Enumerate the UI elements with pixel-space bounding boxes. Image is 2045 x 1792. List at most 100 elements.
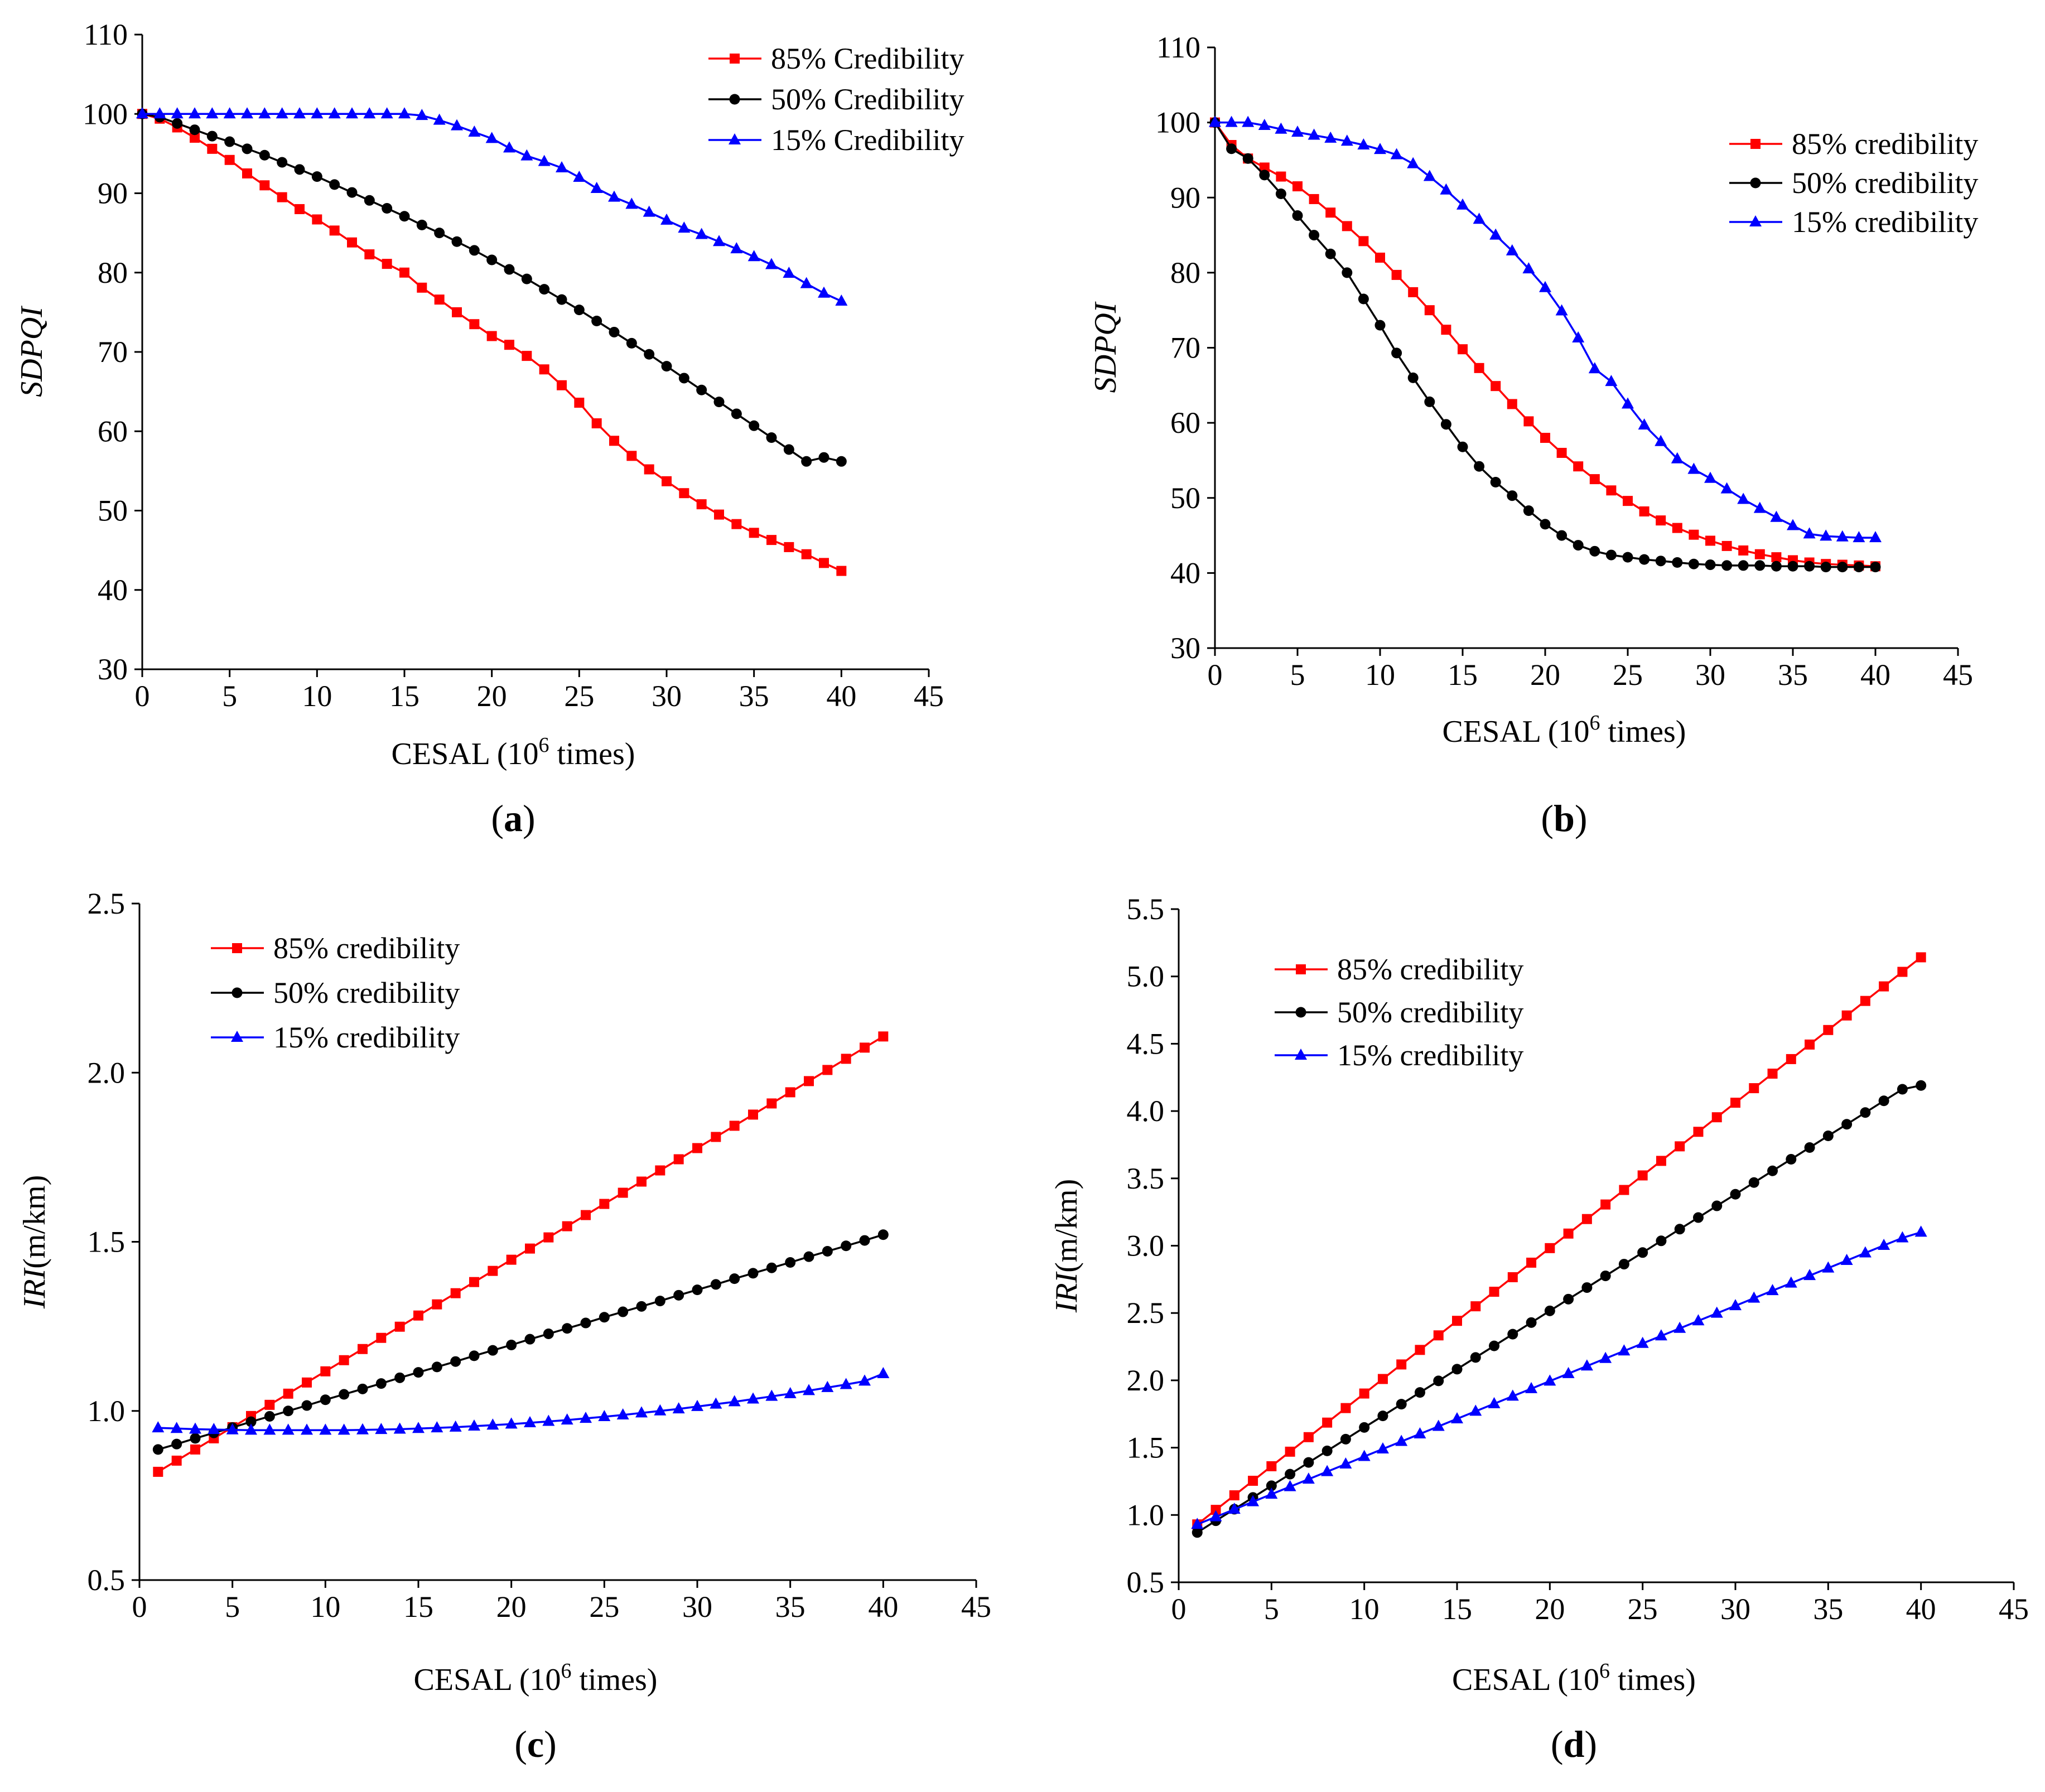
data-point (1671, 452, 1684, 463)
data-point (539, 284, 550, 295)
data-point (152, 1421, 165, 1433)
data-point (1822, 1261, 1835, 1273)
x-tick-label: 5 (1264, 1592, 1279, 1626)
data-point (1639, 554, 1650, 565)
data-point (302, 1377, 312, 1388)
data-point (295, 204, 305, 214)
data-point (573, 305, 585, 316)
y-tick-label: 60 (1170, 406, 1200, 439)
data-point (1836, 530, 1849, 542)
data-point (1638, 418, 1651, 430)
data-point (783, 267, 795, 278)
data-point (503, 141, 515, 153)
data-point (785, 1087, 795, 1098)
data-point (451, 119, 463, 131)
data-point (1600, 1271, 1611, 1282)
data-point (504, 264, 515, 275)
data-point (1600, 1199, 1611, 1210)
data-point (1767, 1068, 1778, 1079)
data-point (1247, 1495, 1260, 1506)
data-point (1556, 447, 1567, 458)
data-point (263, 1423, 276, 1435)
data-point (1396, 1399, 1407, 1410)
y-tick-label: 1.5 (1127, 1431, 1165, 1465)
data-point (635, 1406, 648, 1418)
data-point (328, 107, 341, 119)
data-point (1869, 531, 1882, 543)
data-point (469, 245, 480, 256)
data-point (259, 149, 270, 161)
data-point (375, 1423, 388, 1434)
data-point (380, 107, 393, 119)
data-point (364, 195, 375, 206)
data-point (1916, 1080, 1927, 1091)
data-point (1374, 320, 1386, 331)
data-point (1458, 344, 1468, 355)
data-point (673, 1154, 684, 1165)
data-point (259, 180, 270, 191)
data-point (363, 107, 376, 119)
data-point (841, 1240, 852, 1252)
data-point (1395, 1434, 1408, 1446)
data-point (1720, 482, 1733, 494)
data-point (189, 124, 200, 136)
y-tick-label: 0.5 (1127, 1566, 1165, 1599)
x-tick-label: 20 (1535, 1592, 1565, 1626)
data-point (1721, 540, 1732, 551)
data-point (616, 1408, 629, 1420)
data-point (1896, 1231, 1909, 1243)
data-point (711, 1132, 721, 1142)
data-point (1853, 562, 1864, 573)
data-point (696, 499, 707, 510)
data-point (172, 118, 183, 129)
data-point (450, 1288, 461, 1298)
data-point (1704, 471, 1716, 483)
data-point (1489, 1287, 1499, 1297)
data-point (1457, 441, 1468, 452)
data-point (1451, 1412, 1463, 1423)
data-point (170, 1422, 183, 1433)
data-point (766, 535, 776, 545)
legend-marker (231, 987, 243, 998)
data-point (784, 542, 794, 552)
data-point (1711, 1112, 1722, 1123)
data-point (190, 132, 200, 143)
y-axis-label: IRI(m/km) (17, 1175, 52, 1310)
data-point (803, 1251, 814, 1262)
x-tick-label: 0 (1171, 1592, 1187, 1626)
data-point (283, 1388, 293, 1399)
data-point (818, 452, 829, 463)
data-point (1803, 527, 1816, 539)
data-point (524, 1416, 536, 1427)
data-point (1441, 325, 1451, 335)
data-point (1209, 115, 1221, 127)
data-point (416, 109, 428, 120)
data-point (1637, 1170, 1648, 1181)
data-point (1738, 560, 1749, 571)
data-point (543, 1232, 554, 1243)
data-point (804, 1076, 814, 1086)
data-point (655, 1165, 665, 1176)
data-point (339, 1355, 349, 1365)
data-point (1507, 1329, 1518, 1340)
data-point (485, 132, 498, 143)
data-point (346, 187, 358, 198)
data-point (171, 107, 184, 119)
data-point (393, 1422, 406, 1434)
data-point (766, 1262, 777, 1273)
data-point (1823, 1025, 1834, 1035)
data-point (1433, 1375, 1444, 1387)
data-point (591, 418, 602, 429)
data-point (1424, 305, 1435, 316)
x-tick-label: 45 (1999, 1592, 2029, 1626)
data-point (1242, 153, 1253, 164)
legend-label: 50% credibility (1337, 996, 1523, 1029)
data-point (1860, 1107, 1871, 1118)
x-tick-label: 35 (1778, 658, 1808, 692)
series-line-3 (1215, 121, 1875, 539)
data-point (574, 398, 585, 408)
data-point (486, 254, 498, 265)
data-point (468, 1419, 480, 1431)
data-point (1303, 1432, 1314, 1442)
data-point (1841, 1010, 1852, 1021)
